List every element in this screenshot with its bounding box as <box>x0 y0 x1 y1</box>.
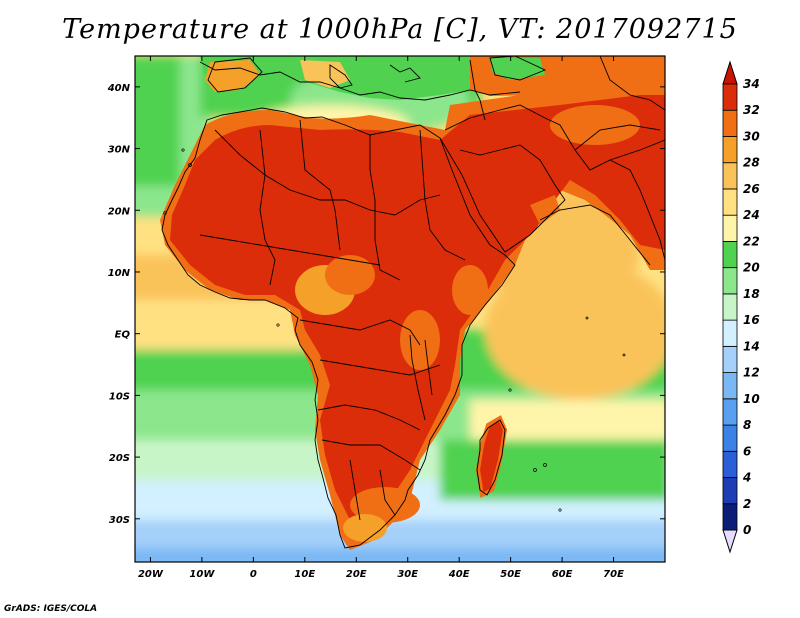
lat-tick-label: 30S <box>109 515 130 526</box>
colorbar-level-label: 12 <box>743 366 760 380</box>
colorbar-level-label: 30 <box>743 129 760 143</box>
map-axes: 20W 10W 0 10E 20E 30E 40E 50E 60E 70E 40N 30N 20N 10N… <box>107 56 665 580</box>
colorbar-level-label: 4 <box>742 471 751 485</box>
colorbar-level-label: 28 <box>743 156 760 170</box>
colorbar-level-label: 8 <box>743 418 751 432</box>
temperature-field <box>135 56 665 562</box>
plot-frame <box>134 55 666 563</box>
colorbar-level-label: 0 <box>743 523 751 537</box>
colorbar-swatch <box>722 477 738 505</box>
colorbar-level-label: 26 <box>743 182 760 196</box>
colorbar-swatch <box>722 424 738 452</box>
lat-tick-label: 40N <box>107 83 131 94</box>
colorbar-swatch <box>722 83 738 111</box>
lat-tick-label: 20S <box>109 453 130 464</box>
colorbar-swatch <box>722 241 738 269</box>
colorbar-swatch <box>722 267 738 295</box>
colorbar-swatch <box>722 136 738 164</box>
colorbar-level-label: 32 <box>743 103 760 117</box>
lon-tick-label: 40E <box>448 569 470 580</box>
colorbar-level-label: 10 <box>743 392 760 406</box>
lon-tick-label: 0 <box>250 569 257 580</box>
colorbar-swatch <box>722 214 738 242</box>
colorbar-swatch <box>722 162 738 190</box>
lon-tick-label: 30E <box>397 569 418 580</box>
colorbar-swatch <box>722 503 738 531</box>
lat-tick-label: 30N <box>108 145 131 156</box>
lon-tick-label: 60E <box>552 569 573 580</box>
colorbar-level-label: 6 <box>743 444 751 458</box>
colorbar-swatch <box>722 293 738 321</box>
colorbar-level-label: 16 <box>743 313 760 327</box>
colorbar-swatch <box>722 398 738 426</box>
colorbar-swatch <box>722 319 738 347</box>
lon-tick-label: 70E <box>603 569 624 580</box>
lat-tick-label: 10N <box>108 268 131 279</box>
lon-tick-label: 10E <box>294 569 315 580</box>
lon-tick-label: 20W <box>138 569 164 580</box>
map-title: Temperature at 1000hPa [C], VT: 20170927… <box>62 14 738 45</box>
colorbar-swatch <box>722 109 738 137</box>
colorbar-level-label: 14 <box>743 339 760 353</box>
lat-tick-label: EQ <box>115 330 131 341</box>
colorbar-level-label: 22 <box>743 234 760 248</box>
coastlines <box>161 56 665 549</box>
colorbar-level-label: 20 <box>743 261 760 275</box>
credit-text: GrADS: IGES/COLA <box>4 604 98 614</box>
colorbar-level-label: 24 <box>743 208 760 222</box>
lon-tick-label: 10W <box>189 569 215 580</box>
colorbar-swatch <box>722 450 738 478</box>
colorbar-swatch <box>722 345 738 373</box>
land-field <box>160 56 665 550</box>
colorbar-over-arrow <box>722 60 738 85</box>
colorbar-level-label: 18 <box>743 287 760 301</box>
lat-tick-label: 10S <box>109 391 130 402</box>
colorbar-level-label: 34 <box>743 77 760 91</box>
lat-tick-label: 20N <box>108 206 131 217</box>
colorbar-swatch <box>722 188 738 216</box>
lon-tick-label: 50E <box>500 569 521 580</box>
colorbar-under-arrow <box>722 529 738 554</box>
colorbar-level-label: 2 <box>743 497 751 511</box>
lon-tick-label: 20E <box>346 569 367 580</box>
colorbar-swatch <box>722 372 738 400</box>
